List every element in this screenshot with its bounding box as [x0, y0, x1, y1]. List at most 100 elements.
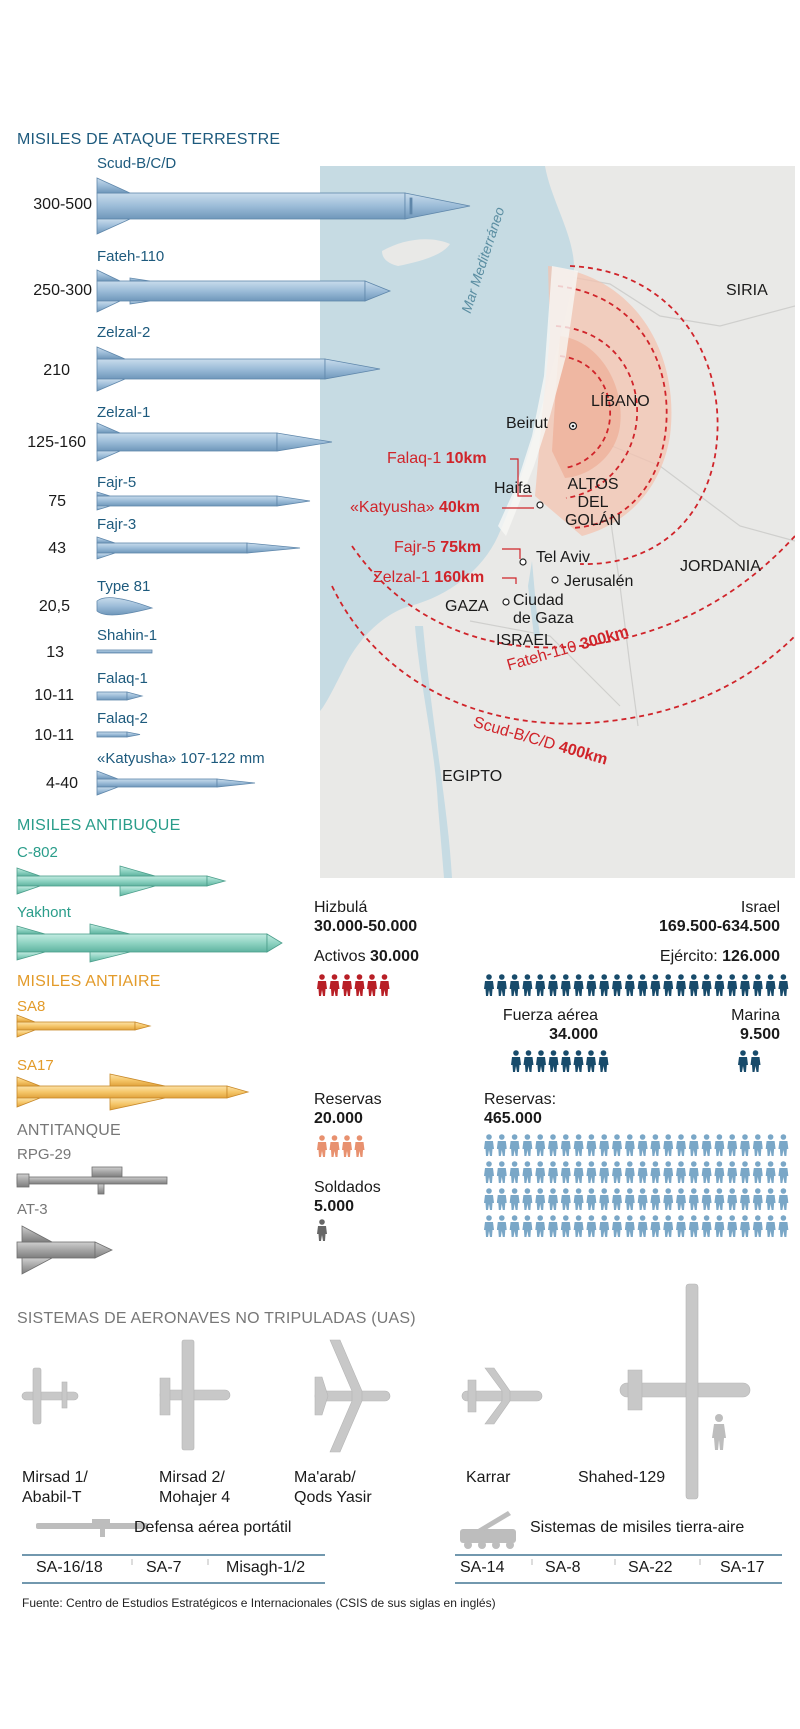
missile-range-falaq2: 10-11	[34, 727, 74, 744]
israel-navy-icons	[738, 1050, 761, 1072]
missile-yakhont	[16, 923, 283, 963]
hezbollah-reserves: Reservas 20.000	[314, 1091, 382, 1127]
missile-shahin1	[96, 649, 153, 654]
missile-name-sa17: SA17	[17, 1057, 54, 1074]
sam-item-sa17: SA-17	[720, 1559, 765, 1576]
israel-airforce: Fuerza aérea 34.000	[502, 1007, 598, 1043]
country-label-gaza: GAZA	[445, 598, 489, 615]
air-defense-bottom-rules	[22, 1582, 782, 1584]
missile-katyusha	[96, 770, 256, 796]
missile-zelzal1	[96, 422, 333, 462]
portable-item-sa16: SA-16/18	[36, 1559, 103, 1576]
missile-name-fateh110: Fateh-110	[97, 248, 165, 265]
country-label-syria: SIRIA	[726, 282, 768, 299]
missile-range-shahin1: 13	[46, 644, 64, 661]
country-label-lebanon: LÍBANO	[591, 393, 650, 410]
missile-name-sa8: SA8	[17, 998, 46, 1015]
missile-type81	[96, 597, 154, 616]
missile-name-katyusha: «Katyusha» 107-122 mm	[97, 750, 265, 767]
city-label-beirut: Beirut	[506, 415, 548, 432]
missile-name-falaq1: Falaq-1	[97, 670, 148, 687]
missile-falaq2	[96, 731, 141, 738]
israel-reserves-icons-row-1	[484, 1134, 789, 1156]
missile-name-c802: C-802	[17, 844, 58, 861]
israel-navy: Marina 9.500	[731, 1007, 780, 1043]
missile-fajr3	[96, 536, 301, 560]
hezbollah-active: Activos 30.000	[314, 948, 419, 965]
sam-item-sa8: SA-8	[545, 1559, 581, 1576]
uas-name-mirsad1: Mirsad 1/Ababil-T	[22, 1469, 88, 1506]
weapon-name-at3: AT-3	[17, 1201, 48, 1218]
missile-range-fajr3: 43	[48, 540, 66, 557]
portable-item-misagh: Misagh-1/2	[226, 1559, 306, 1576]
missile-name-falaq2: Falaq-2	[97, 710, 148, 727]
other-missiles	[16, 865, 283, 1275]
drone-mirsad1	[21, 1367, 79, 1425]
uas-name-maarab: Ma'arab/Qods Yasir	[294, 1469, 372, 1506]
drone-shahed129	[619, 1283, 751, 1500]
missile-falaq1	[96, 691, 144, 701]
israel-reserves-icons-row-2	[484, 1161, 789, 1183]
range-label-fajr5: Fajr-5 75km	[394, 539, 482, 556]
missile-zelzal2	[96, 346, 381, 392]
missile-sa17	[16, 1073, 250, 1111]
sam-item-sa14: SA-14	[460, 1559, 505, 1576]
missile-range-zelzal2: 210	[43, 362, 70, 379]
drone-mirsad2	[159, 1339, 231, 1451]
missile-name-scud: Scud-B/C/D	[97, 155, 177, 172]
missile-name-fajr5: Fajr-5	[97, 474, 137, 491]
air-defense-icons	[22, 1511, 782, 1565]
missile-scud	[96, 177, 471, 235]
uas-name-mirsad2: Mirsad 2/Mohajer 4	[159, 1469, 231, 1506]
country-label-jordan: JORDANIA	[680, 558, 761, 575]
missile-name-zelzal2: Zelzal-2	[97, 324, 151, 341]
uas-name-shahed129: Shahed-129	[578, 1469, 666, 1486]
israel-army: Ejército: 126.000	[659, 948, 780, 965]
weapon-at3	[16, 1225, 113, 1275]
city-markers	[502, 421, 578, 606]
missile-range-type81: 20,5	[38, 598, 70, 615]
range-circles	[331, 265, 795, 725]
hezbollah-reserves-icons	[317, 1135, 365, 1157]
sea-area	[320, 166, 575, 711]
drone-maarab	[314, 1339, 391, 1453]
section-title-anti-ship: MISILES ANTIBUQUE	[17, 817, 181, 834]
country-label-egypt: EGIPTO	[442, 768, 503, 785]
weapon-name-rpg29: RPG-29	[17, 1146, 72, 1163]
human-scale-icon	[712, 1414, 726, 1450]
missile-range-fateh110: 250-300	[33, 282, 92, 299]
missile-range-scud: 300-500	[33, 196, 92, 213]
missile-range-zelzal1: 125-160	[27, 434, 86, 451]
portable-air-defense-title: Defensa aérea portátil	[134, 1519, 292, 1536]
israel-airforce-icons	[511, 1050, 609, 1072]
city-label-jerusalem: Jerusalén	[564, 573, 634, 590]
range-label-falaq1: Falaq-1 10km	[387, 450, 487, 467]
missile-name-type81: Type 81	[97, 578, 151, 595]
city-label-haifa: Haifa	[494, 480, 532, 497]
missile-fateh110	[96, 269, 392, 313]
range-map	[320, 166, 795, 878]
israel-reserves: Reservas: 465.000	[484, 1091, 557, 1127]
israel-title: Israel 169.500-634.500	[659, 899, 780, 935]
israel-army-icons	[484, 974, 789, 996]
portable-item-sa7: SA-7	[146, 1559, 182, 1576]
uas-name-karrar: Karrar	[466, 1469, 511, 1486]
missile-c802	[16, 865, 227, 897]
land-attack-missiles	[96, 177, 471, 796]
missile-name-shahin1: Shahin-1	[97, 627, 158, 644]
weapon-rpg29	[16, 1166, 168, 1195]
missile-name-yakhont: Yakhont	[17, 904, 71, 921]
city-label-telaviv: Tel Aviv	[536, 549, 590, 566]
hezbollah-active-icons	[317, 974, 390, 996]
israel-reserves-icons-row-3	[484, 1188, 789, 1210]
country-label-golan: ALTOS DEL GOLÁN	[564, 476, 621, 529]
section-title-uas: SISTEMAS DE AERONAVES NO TRIPULADAS (UAS…	[17, 1310, 416, 1327]
missile-fajr5	[96, 491, 311, 511]
range-label-zelzal1: Zelzal-1 160km	[373, 569, 485, 586]
section-title-anti-air: MISILES ANTIAIRE	[17, 973, 161, 990]
section-title-anti-tank: ANTITANQUE	[17, 1122, 121, 1139]
range-label-katyusha: «Katyusha» 40km	[350, 499, 480, 516]
source-note: Fuente: Centro de Estudios Estratégicos …	[22, 1596, 496, 1610]
missile-name-zelzal1: Zelzal-1	[97, 404, 151, 421]
section-title-land-attack: MISILES DE ATAQUE TERRESTRE	[17, 131, 281, 148]
